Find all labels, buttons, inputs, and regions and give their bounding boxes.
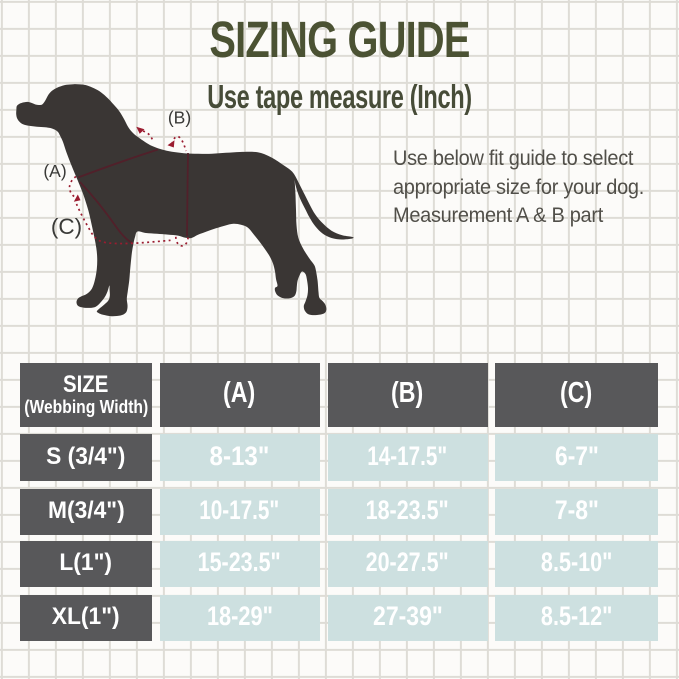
- svg-text:(B): (B): [168, 108, 191, 128]
- svg-text:(C): (C): [51, 214, 82, 239]
- svg-text:(A): (A): [43, 161, 66, 181]
